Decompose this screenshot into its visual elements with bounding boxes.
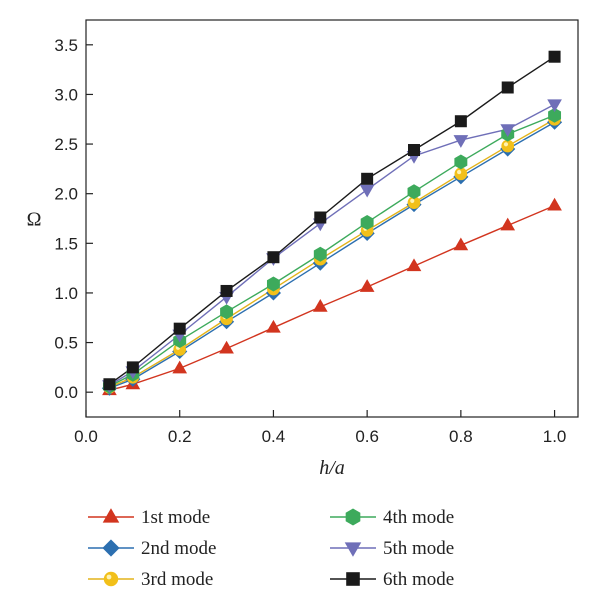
data-point bbox=[313, 246, 327, 262]
data-point bbox=[126, 361, 139, 374]
legend-item: 4th mode bbox=[330, 507, 454, 528]
data-point bbox=[219, 340, 234, 354]
x-tick-label: 1.0 bbox=[543, 427, 567, 446]
series-markers-4 bbox=[102, 107, 562, 394]
x-tick-label: 0.4 bbox=[262, 427, 286, 446]
y-tick-label: 2.0 bbox=[54, 185, 78, 204]
legend-marker bbox=[103, 571, 119, 587]
data-point bbox=[548, 50, 561, 63]
data-point bbox=[361, 172, 374, 185]
y-tick-label: 2.5 bbox=[54, 135, 78, 154]
y-tick-label: 1.0 bbox=[54, 284, 78, 303]
series-markers-1 bbox=[102, 197, 562, 396]
series-markers-6 bbox=[103, 50, 561, 391]
data-point bbox=[103, 378, 116, 391]
data-point bbox=[501, 139, 515, 153]
data-point bbox=[359, 184, 375, 198]
data-point bbox=[360, 215, 374, 230]
plot-border bbox=[85, 19, 579, 418]
data-point bbox=[220, 304, 234, 320]
x-tick-label: 0.8 bbox=[449, 427, 473, 446]
data-point bbox=[220, 284, 233, 297]
data-point bbox=[501, 81, 514, 94]
legend-label: 2nd mode bbox=[141, 538, 216, 559]
data-point bbox=[454, 167, 468, 181]
x-tick-label: 0.2 bbox=[168, 427, 192, 446]
data-point bbox=[266, 276, 280, 292]
data-point-highlight bbox=[410, 198, 415, 203]
legend-label: 5th mode bbox=[383, 538, 454, 559]
data-point bbox=[500, 124, 516, 137]
legend-item: 2nd mode bbox=[88, 538, 216, 559]
plot-frame bbox=[85, 19, 579, 418]
data-point bbox=[312, 299, 328, 312]
series-line-1 bbox=[109, 204, 555, 391]
data-point bbox=[267, 251, 280, 264]
y-tick-label: 0.5 bbox=[54, 334, 78, 353]
data-point bbox=[266, 319, 281, 333]
y-tick-label: 0.0 bbox=[54, 383, 78, 402]
x-tick-label: 0.0 bbox=[74, 427, 98, 446]
data-point-highlight bbox=[503, 142, 509, 147]
x-axis-ticks: 0.0 0.2 0.4 0.6 0.8 1.0 bbox=[74, 410, 566, 446]
legend-item: 5th mode bbox=[330, 538, 454, 559]
data-point bbox=[454, 154, 468, 170]
legend-item: 1st mode bbox=[88, 507, 210, 528]
data-point bbox=[547, 99, 562, 113]
y-tick-label: 1.5 bbox=[54, 234, 78, 253]
x-tick-label: 0.6 bbox=[355, 427, 379, 446]
legend-marker bbox=[345, 508, 361, 526]
data-point bbox=[173, 322, 186, 335]
data-point bbox=[548, 107, 562, 123]
y-tick-label: 3.5 bbox=[54, 36, 78, 55]
data-point bbox=[500, 217, 516, 231]
legend-label: 3rd mode bbox=[141, 569, 213, 590]
data-point bbox=[172, 360, 188, 374]
y-tick-label: 3.0 bbox=[54, 85, 78, 104]
legend-marker bbox=[102, 508, 120, 523]
data-point bbox=[407, 184, 421, 200]
legend-label: 4th mode bbox=[383, 507, 454, 528]
legend-label: 6th mode bbox=[383, 569, 454, 590]
data-point bbox=[407, 144, 420, 157]
legend-marker-highlight bbox=[106, 574, 112, 580]
x-axis-title: h/a bbox=[319, 457, 345, 479]
y-axis-ticks: 0.0 0.5 1.0 1.5 2.0 2.5 3.0 3.5 bbox=[54, 36, 93, 402]
legend-marker bbox=[102, 539, 120, 557]
data-point bbox=[314, 211, 327, 224]
series-markers bbox=[101, 50, 563, 396]
legend-marker bbox=[344, 542, 362, 557]
legend-item: 6th mode bbox=[330, 569, 454, 590]
data-point-highlight bbox=[457, 169, 462, 175]
data-point bbox=[453, 237, 469, 251]
legend-label: 1st mode bbox=[141, 507, 210, 528]
data-point bbox=[454, 115, 467, 128]
legend-item: 3rd mode bbox=[88, 569, 213, 590]
data-point bbox=[453, 135, 469, 148]
legend: 1st mode 2nd mode 3rd mode 4th mode 5th mode… bbox=[88, 507, 454, 590]
y-axis-title: Ω bbox=[27, 209, 42, 231]
legend-marker bbox=[346, 572, 360, 586]
data-point bbox=[406, 258, 422, 272]
data-point bbox=[547, 197, 562, 211]
data-point bbox=[359, 279, 375, 292]
